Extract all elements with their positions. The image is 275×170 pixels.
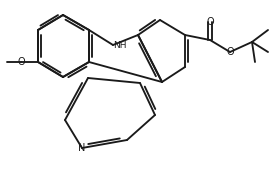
Text: O: O: [17, 57, 25, 67]
Text: N: N: [78, 143, 86, 153]
Text: O: O: [226, 47, 234, 57]
Text: O: O: [206, 17, 214, 27]
Text: NH: NH: [113, 40, 126, 49]
